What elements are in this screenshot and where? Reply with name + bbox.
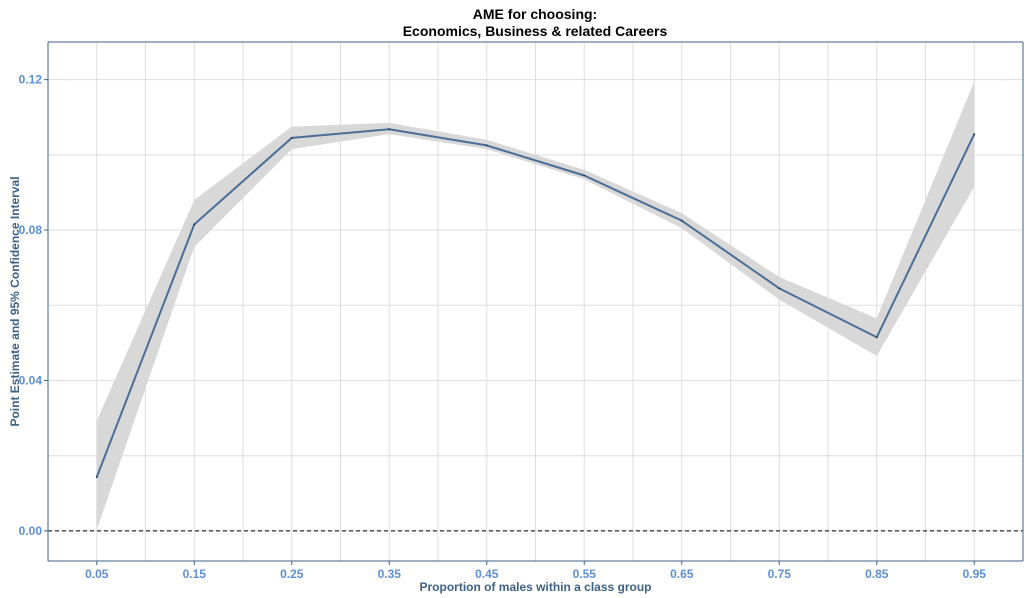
x-tick-label: 0.25	[280, 567, 304, 581]
y-axis-title: Point Estimate and 95% Confidence Interv…	[8, 176, 22, 426]
x-axis-title: Proportion of males within a class group	[419, 580, 651, 594]
chart-title-line-1: AME for choosing:	[472, 6, 598, 22]
estimate-series	[95, 128, 976, 479]
estimate-point	[290, 137, 293, 139]
x-tick-label: 0.45	[475, 567, 499, 581]
chart-title-line-2: Economics, Business & related Careers	[402, 23, 668, 39]
x-tick-label: 0.75	[768, 567, 792, 581]
estimate-point	[778, 287, 781, 290]
estimate-point	[485, 144, 488, 147]
gridlines	[47, 42, 1024, 561]
x-tick-label: 0.65	[670, 567, 694, 581]
estimate-point	[95, 476, 98, 479]
estimate-point	[875, 336, 878, 339]
x-tick-label: 0.55	[573, 567, 597, 581]
x-tick-label: 0.35	[378, 567, 402, 581]
confidence-band	[96, 81, 975, 530]
estimate-point	[583, 174, 586, 177]
y-tick-label: 0.12	[19, 73, 43, 87]
estimate-point	[388, 128, 391, 131]
estimate-point	[680, 219, 683, 222]
estimate-point	[193, 223, 196, 226]
tick-labels: 0.05 0.15 0.25 0.35 0.45 0.55 0.65 0.75 0.85 0.95…	[19, 73, 987, 581]
x-tick-label: 0.15	[183, 567, 207, 581]
x-tick-label: 0.95	[963, 567, 987, 581]
x-tick-label: 0.85	[865, 567, 889, 581]
confidence-band-area	[96, 81, 975, 530]
y-tick-label: 0.00	[19, 524, 43, 538]
estimate-line	[95, 128, 976, 478]
axes	[44, 41, 1024, 565]
x-tick-label: 0.05	[85, 567, 109, 581]
y-tick-label: 0.08	[19, 223, 43, 237]
chart-title: AME for choosing: Economics, Business & …	[0, 6, 1030, 40]
estimate-point	[973, 133, 976, 136]
y-tick-label: 0.04	[19, 373, 43, 387]
